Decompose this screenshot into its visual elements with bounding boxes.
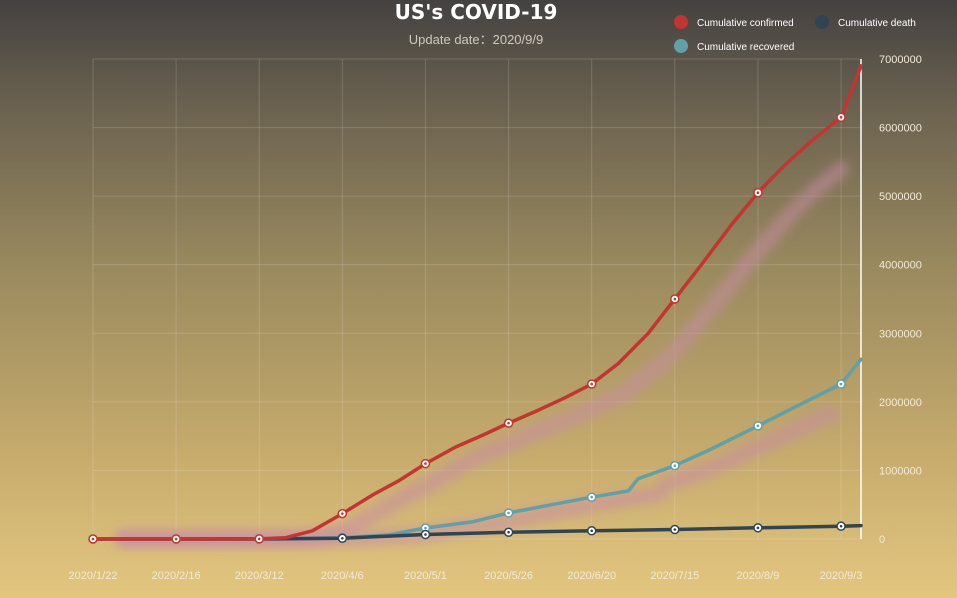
series-layer (91, 64, 863, 547)
x-tick-label: 2020/6/20 (567, 570, 616, 582)
data-point-dot-confirmed (424, 462, 427, 465)
x-tick-label: 2020/8/9 (737, 570, 780, 582)
y-tick-label: 6000000 (879, 123, 922, 135)
data-point-dot-death (590, 529, 594, 533)
legend-swatch-confirmed (674, 15, 688, 29)
y-tick-label: 2000000 (879, 397, 922, 409)
y-tick-label: 3000000 (879, 328, 922, 340)
y-tick-label: 4000000 (879, 260, 922, 272)
y-tick-label: 0 (879, 534, 885, 546)
x-tick-label: 2020/5/26 (484, 570, 533, 582)
data-point-dot-confirmed (673, 297, 677, 301)
legend-item-recovered[interactable]: Cumulative recovered (674, 39, 794, 53)
data-point-dot-recovered (673, 464, 677, 467)
data-point-dot-confirmed (257, 537, 261, 541)
x-tick-label: 2020/1/22 (69, 570, 118, 582)
series-line-confirmed (91, 64, 863, 541)
data-point-dot-recovered (590, 495, 594, 499)
data-point-dot-confirmed (341, 512, 344, 515)
data-point-dot-recovered (507, 511, 510, 515)
chart-title: US's COVID-19 (395, 0, 558, 24)
data-point-dot-recovered (756, 424, 760, 428)
y-tick-label: 7000000 (879, 54, 922, 66)
legend: Cumulative confirmed Cumulative death Cu… (674, 15, 916, 53)
data-point-dot-death (756, 526, 760, 530)
legend-item-confirmed[interactable]: Cumulative confirmed (674, 15, 794, 29)
x-tick-label: 2020/7/15 (650, 570, 699, 582)
x-tick-label: 2020/2/16 (152, 570, 201, 582)
legend-swatch-recovered (674, 39, 688, 53)
legend-item-death[interactable]: Cumulative death (815, 15, 916, 29)
data-point-dot-confirmed (91, 537, 95, 541)
data-point-dot-confirmed (174, 537, 178, 541)
data-point-dot-death (341, 536, 344, 540)
x-tick-label: 2020/4/6 (321, 570, 364, 582)
y-tick-label: 5000000 (879, 191, 922, 203)
markers-layer (88, 112, 846, 544)
grid-lines (92, 58, 861, 540)
legend-label-death: Cumulative death (838, 18, 916, 29)
chart-subtitle: Update date：2020/9/9 (409, 32, 543, 47)
data-point-dot-death (507, 530, 510, 534)
data-point-dot-recovered (424, 526, 427, 530)
data-point-dot-confirmed (590, 382, 594, 386)
x-tick-label: 2020/3/12 (235, 570, 284, 582)
legend-swatch-death (815, 15, 829, 29)
y-tick-label: 1000000 (879, 465, 922, 477)
data-point-dot-confirmed (756, 191, 760, 195)
axes: 0 1000000 2000000 3000000 4000000 5000000 6000… (69, 54, 922, 582)
data-point-dot-confirmed (507, 421, 510, 425)
legend-label-recovered: Cumulative recovered (697, 42, 794, 53)
data-point-dot-death (673, 528, 677, 531)
x-tick-label: 2020/9/3 (820, 570, 863, 582)
data-point-dot-death (424, 533, 427, 536)
legend-label-confirmed: Cumulative confirmed (697, 18, 794, 29)
data-point-dot-death (839, 524, 843, 528)
data-point-dot-confirmed (839, 115, 843, 119)
x-tick-label: 2020/5/1 (404, 570, 447, 582)
data-point-dot-recovered (839, 382, 843, 386)
